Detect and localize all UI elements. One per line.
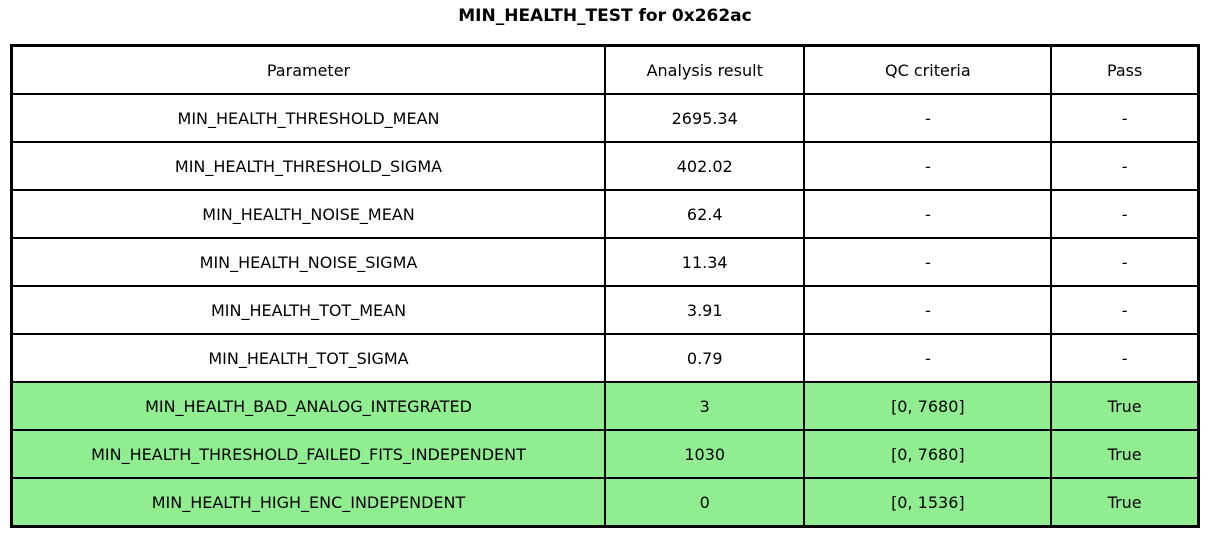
qc-criteria-cell: [0, 7680]	[803, 381, 1053, 431]
pass-cell: -	[1050, 237, 1200, 287]
parameter-cell: MIN_HEALTH_BAD_ANALOG_INTEGRATED	[10, 381, 606, 431]
pass-cell: True	[1050, 429, 1200, 479]
result-cell: 1030	[603, 429, 806, 479]
qc-criteria-cell: -	[803, 285, 1053, 335]
result-cell: 3	[603, 381, 806, 431]
result-cell: 2695.34	[603, 93, 806, 143]
qc-criteria-cell: [0, 1536]	[803, 477, 1053, 528]
column-header-pass: Pass	[1050, 44, 1200, 95]
table-row: MIN_HEALTH_NOISE_SIGMA 11.34 - -	[10, 237, 1200, 287]
qc-criteria-cell: -	[803, 237, 1053, 287]
pass-cell: True	[1050, 477, 1200, 528]
result-cell: 62.4	[603, 189, 806, 239]
result-cell: 0	[603, 477, 806, 528]
result-cell: 0.79	[603, 333, 806, 383]
parameter-cell: MIN_HEALTH_THRESHOLD_MEAN	[10, 93, 606, 143]
column-header-analysis-result: Analysis result	[603, 44, 806, 95]
page-title: MIN_HEALTH_TEST for 0x262ac	[458, 6, 752, 26]
pass-cell: -	[1050, 93, 1200, 143]
table-row-pass: MIN_HEALTH_BAD_ANALOG_INTEGRATED 3 [0, 7…	[10, 381, 1200, 431]
qc-criteria-cell: -	[803, 93, 1053, 143]
parameter-cell: MIN_HEALTH_NOISE_MEAN	[10, 189, 606, 239]
parameter-cell: MIN_HEALTH_THRESHOLD_SIGMA	[10, 141, 606, 191]
qc-criteria-cell: -	[803, 333, 1053, 383]
column-header-qc-criteria: QC criteria	[803, 44, 1053, 95]
parameter-cell: MIN_HEALTH_TOT_MEAN	[10, 285, 606, 335]
table-row: MIN_HEALTH_NOISE_MEAN 62.4 - -	[10, 189, 1200, 239]
column-header-parameter: Parameter	[10, 44, 606, 95]
result-cell: 3.91	[603, 285, 806, 335]
table-row: MIN_HEALTH_THRESHOLD_SIGMA 402.02 - -	[10, 141, 1200, 191]
result-cell: 402.02	[603, 141, 806, 191]
pass-cell: True	[1050, 381, 1200, 431]
table-row: MIN_HEALTH_TOT_MEAN 3.91 - -	[10, 285, 1200, 335]
parameter-cell: MIN_HEALTH_NOISE_SIGMA	[10, 237, 606, 287]
qc-criteria-cell: [0, 7680]	[803, 429, 1053, 479]
qc-criteria-cell: -	[803, 141, 1053, 191]
table-row: MIN_HEALTH_TOT_SIGMA 0.79 - -	[10, 333, 1200, 383]
qc-criteria-cell: -	[803, 189, 1053, 239]
table-row-pass: MIN_HEALTH_THRESHOLD_FAILED_FITS_INDEPEN…	[10, 429, 1200, 479]
table-row: MIN_HEALTH_THRESHOLD_MEAN 2695.34 - -	[10, 93, 1200, 143]
parameter-cell: MIN_HEALTH_THRESHOLD_FAILED_FITS_INDEPEN…	[10, 429, 606, 479]
qc-results-table: Parameter Analysis result QC criteria Pa…	[10, 44, 1200, 528]
pass-cell: -	[1050, 333, 1200, 383]
table-row-pass: MIN_HEALTH_HIGH_ENC_INDEPENDENT 0 [0, 15…	[10, 477, 1200, 528]
parameter-cell: MIN_HEALTH_HIGH_ENC_INDEPENDENT	[10, 477, 606, 528]
result-cell: 11.34	[603, 237, 806, 287]
pass-cell: -	[1050, 141, 1200, 191]
table-header-row: Parameter Analysis result QC criteria Pa…	[10, 44, 1200, 95]
parameter-cell: MIN_HEALTH_TOT_SIGMA	[10, 333, 606, 383]
pass-cell: -	[1050, 285, 1200, 335]
pass-cell: -	[1050, 189, 1200, 239]
